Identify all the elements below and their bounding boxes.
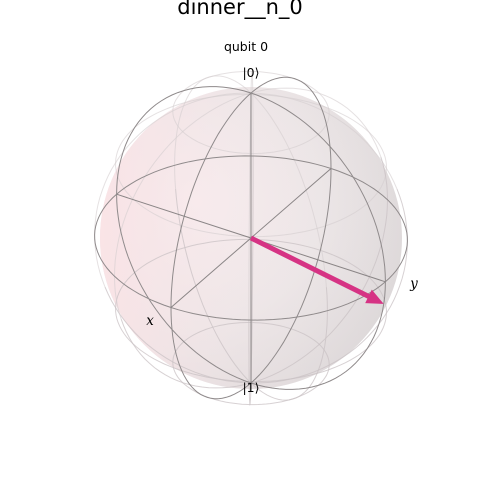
x-axis-label: x: [146, 313, 154, 329]
meridian-circle: [175, 188, 328, 401]
subplot-title: qubit 0: [224, 39, 268, 54]
figure-title: dinner__n_0: [177, 0, 303, 20]
meridian-circle: [94, 92, 398, 288]
ket-zero-label: |0⟩: [242, 65, 259, 80]
xz-great-circle: [170, 76, 332, 400]
meridian-circle: [380, 156, 388, 200]
great-circles: [94, 76, 408, 400]
state-vector-shaft: [249, 235, 372, 300]
meridian-circle: [104, 241, 408, 384]
bloch-sphere: [94, 70, 408, 406]
meridian-circle: [174, 75, 327, 288]
state-vector-head: [365, 289, 384, 304]
y-axis-label: y: [409, 276, 418, 292]
yz-great-circle: [116, 86, 386, 390]
meridian-circle: [325, 287, 328, 311]
meridian-circle: [113, 87, 382, 320]
ket-one-label: |1⟩: [242, 380, 259, 395]
state-vector-arrow: [249, 235, 384, 304]
meridian-circle: [120, 199, 388, 389]
